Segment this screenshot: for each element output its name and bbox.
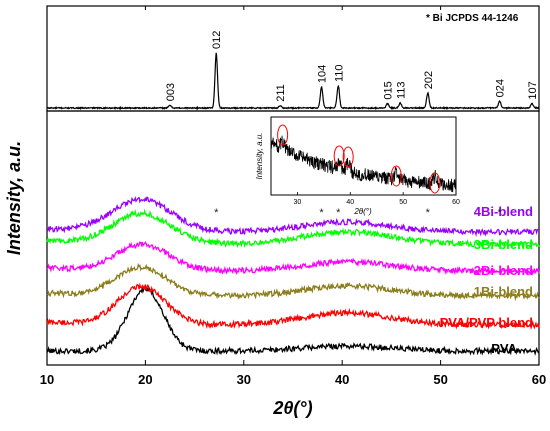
series-label: 1Bi-blend	[474, 284, 533, 299]
series-line-4bi-blend	[46, 195, 539, 238]
series-line-pva	[46, 286, 540, 356]
bi-peak-star: *	[336, 207, 341, 219]
series-label: 4Bi-blend	[474, 204, 533, 219]
peak-hkl-label: 003	[165, 83, 177, 101]
inset-peak-circle	[277, 124, 289, 146]
reference-label: * Bi JCPDS 44-1246	[426, 13, 519, 24]
inset-plot: 30 40 50 60 Intensity, a.u. 2θ(°)	[255, 116, 460, 216]
series-line-pva-pvp-blend	[46, 282, 540, 331]
inset-peak-circle	[429, 172, 441, 194]
inset-tick-label: 60	[452, 199, 460, 206]
peak-hkl-label: 024	[495, 79, 507, 97]
bi-peak-star: *	[319, 207, 324, 219]
series-label: PVA/PVP blend	[440, 315, 533, 330]
bi-peak-star: *	[214, 207, 219, 219]
x-tick-label: 60	[532, 372, 546, 387]
x-tick-label: 30	[237, 372, 251, 387]
peak-hkl-label: 015	[383, 81, 395, 99]
main-plot-area: PVA PVA/PVP blend 1Bi-blend 2Bi-blend 3Bi-bl…	[4, 5, 546, 418]
inset-peak-circle	[390, 165, 402, 187]
inset-tick-label: 40	[346, 199, 354, 206]
inset-peak-circle	[333, 145, 345, 167]
inset-data-layer: 30 40 50 60	[270, 124, 460, 206]
series-layer: PVA PVA/PVP blend 1Bi-blend 2Bi-blend 3Bi-bl…	[46, 195, 540, 356]
reference-pattern-layer: 003 012 211 104 110 015 113 202 024 107	[46, 31, 540, 111]
peak-hkl-label: 113	[395, 81, 407, 99]
y-axis-title: Intensity, a.u.	[4, 141, 24, 255]
inset-y-axis-title: Intensity, a.u.	[255, 133, 264, 180]
x-tick-label: 20	[138, 372, 152, 387]
reference-pattern-line	[46, 52, 540, 111]
inset-x-axis-title: 2θ(°)	[353, 207, 372, 216]
x-tick-label: 10	[40, 372, 54, 387]
series-label: PVA	[491, 341, 517, 356]
bi-peak-star: *	[497, 207, 502, 219]
x-axis-title: 2θ(°)	[272, 398, 312, 418]
peak-hkl-label: 104	[317, 65, 329, 83]
x-axis: 10 20 30 40 50 60	[40, 6, 546, 387]
series-line-1bi-blend	[46, 262, 540, 302]
x-tick-label: 50	[433, 372, 447, 387]
peak-hkl-label: 202	[423, 71, 435, 89]
inset-tick-label: 50	[399, 199, 407, 206]
peak-hkl-label: 110	[333, 64, 345, 82]
top-reference-frame	[46, 5, 540, 112]
peak-hkl-label: 012	[211, 31, 223, 49]
series-line-2bi-blend	[46, 241, 540, 276]
x-tick-label: 40	[335, 372, 349, 387]
peak-hkl-label: 211	[275, 84, 287, 102]
series-label: 2Bi-blend	[474, 263, 533, 278]
peak-hkl-label: 107	[527, 81, 539, 99]
inset-tick-label: 30	[294, 199, 302, 206]
series-label: 3Bi-blend	[474, 237, 533, 252]
inset-data-line	[270, 135, 457, 193]
inset-peak-circle	[342, 146, 354, 168]
series-line-3bi-blend	[46, 208, 540, 250]
bi-peak-star: *	[426, 207, 431, 219]
